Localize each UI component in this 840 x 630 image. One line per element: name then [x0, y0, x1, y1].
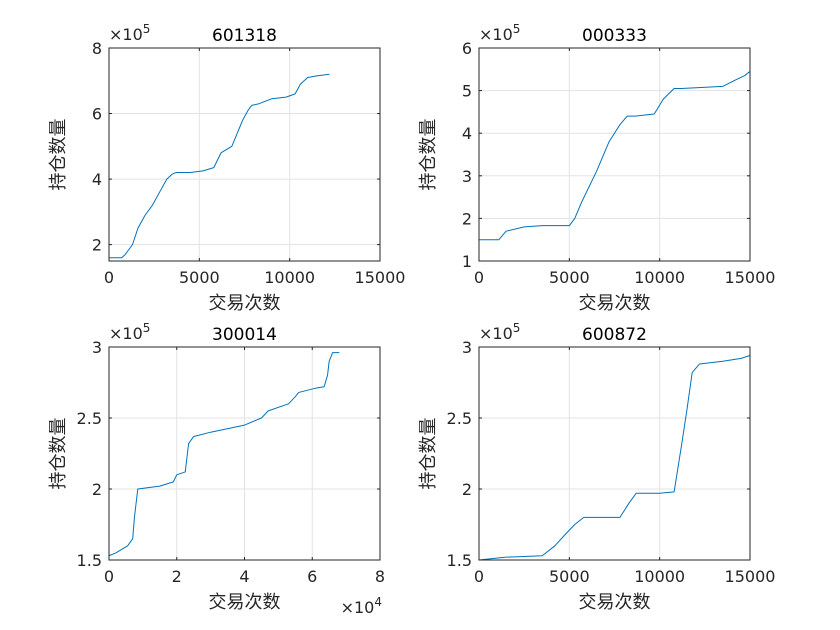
- series-line: [108, 352, 340, 557]
- y-tick-label: 2: [462, 209, 472, 228]
- y-tick-label: 1.5: [77, 551, 102, 570]
- y-tick-label: 3: [462, 167, 472, 186]
- subplot-4: 0 5000 10000 15000 1.5 2 2.5 3 600872 交易次数 持仓数量 ×10…: [418, 321, 775, 613]
- y-axis-label: 持仓数量: [418, 418, 439, 490]
- x-tick-label: 2: [172, 567, 182, 586]
- chart-title: 300014: [212, 325, 277, 345]
- x-tick-label: 4: [239, 567, 249, 586]
- x-tick-label: 10000: [634, 268, 685, 287]
- y-tick-label: 2.5: [77, 409, 102, 428]
- x-tick-label: 0: [474, 567, 484, 586]
- y-tick-label: 1: [462, 252, 472, 271]
- chart-title: 000333: [582, 26, 647, 46]
- x-tick-label: 15000: [725, 268, 776, 287]
- y-axis-label: 持仓数量: [48, 418, 69, 490]
- y-tick-label: 5: [462, 82, 472, 101]
- series-line: [109, 73, 330, 259]
- y-axis-label: 持仓数量: [418, 119, 439, 191]
- x-axis-label: 交易次数: [209, 592, 281, 613]
- x-tick-label: 8: [375, 567, 385, 586]
- y-tick-label: 2: [92, 480, 102, 499]
- subplot-2: 0 5000 10000 15000 1 2 3 4 5 6 000333 交易次数 持仓数量 ×105: [418, 22, 775, 314]
- series-line: [479, 71, 751, 241]
- y-tick-label: 4: [92, 170, 102, 189]
- y-axis-label: 持仓数量: [48, 119, 69, 191]
- x-tick-label: 0: [474, 268, 484, 287]
- plot-area: [479, 48, 750, 261]
- x-axis-label: 交易次数: [209, 293, 281, 314]
- axes-frame: [108, 47, 381, 262]
- y-tick-label: 2.5: [447, 409, 472, 428]
- y-axis-multiplier: ×105: [109, 22, 150, 44]
- x-tick-label: 10000: [264, 268, 315, 287]
- y-tick-label: 2: [92, 236, 102, 255]
- x-axis-label: 交易次数: [579, 592, 651, 613]
- y-tick-label: 4: [462, 124, 472, 143]
- series-line: [478, 355, 751, 561]
- y-axis-multiplier: ×105: [109, 321, 150, 343]
- x-axis-multiplier: ×104: [341, 595, 382, 617]
- y-axis-multiplier: ×105: [479, 321, 520, 343]
- chart-title: 600872: [582, 325, 647, 345]
- axes-frame: [478, 346, 751, 561]
- y-tick-label: 6: [462, 39, 472, 58]
- x-tick-label: 0: [104, 268, 114, 287]
- x-tick-label: 0: [104, 567, 114, 586]
- x-tick-label: 15000: [355, 268, 406, 287]
- x-tick-label: 5000: [549, 268, 590, 287]
- axes-frame: [478, 47, 751, 262]
- chart-title: 601318: [212, 26, 277, 46]
- x-axis-label: 交易次数: [579, 293, 651, 314]
- plot-area: [109, 48, 380, 261]
- plot-area: [479, 347, 750, 560]
- y-tick-label: 2: [462, 480, 472, 499]
- subplot-3: 0 2 4 6 8 1.5 2 2.5 3 300014 交易次数 持仓数量 ×105 ×104: [48, 321, 385, 617]
- x-tick-label: 5000: [179, 268, 220, 287]
- x-tick-label: 6: [307, 567, 317, 586]
- x-tick-label: 15000: [725, 567, 776, 586]
- subplot-1: 0 5000 10000 15000 2 4 6 8 601318 交易次数 持仓数量 ×105: [48, 22, 405, 314]
- y-axis-multiplier: ×105: [479, 22, 520, 44]
- y-tick-label: 3: [462, 338, 472, 357]
- y-tick-label: 8: [92, 39, 102, 58]
- y-tick-label: 6: [92, 105, 102, 124]
- y-tick-label: 3: [92, 338, 102, 357]
- y-tick-label: 1.5: [447, 551, 472, 570]
- x-tick-label: 10000: [634, 567, 685, 586]
- x-tick-label: 5000: [549, 567, 590, 586]
